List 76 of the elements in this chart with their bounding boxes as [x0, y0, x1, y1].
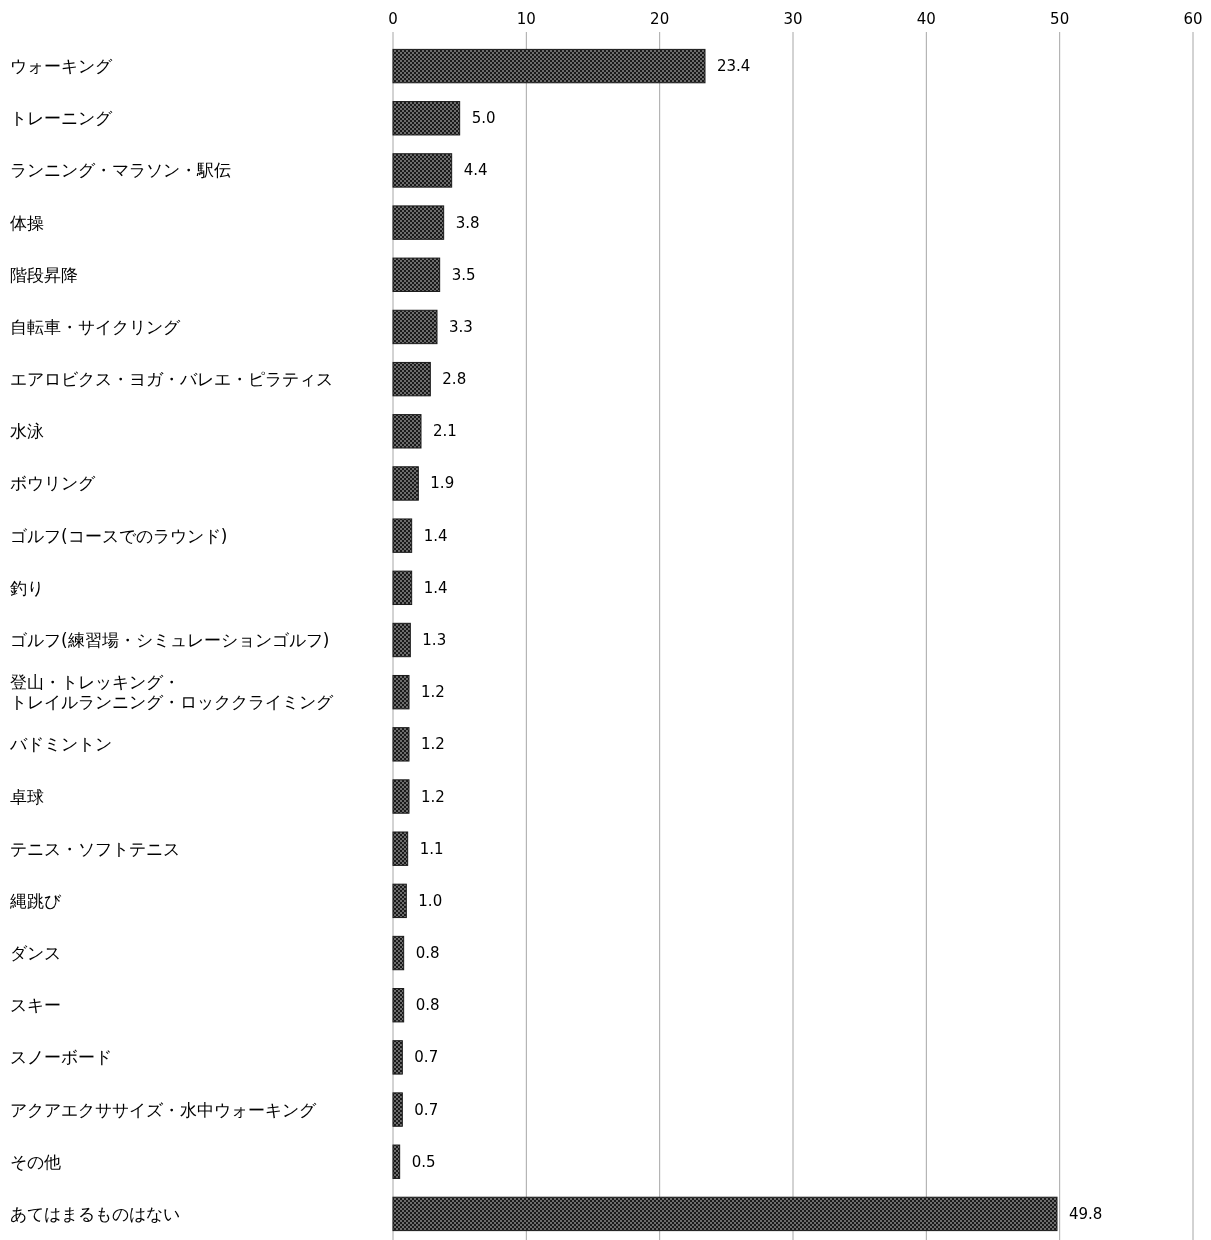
x-tick-label: 50: [1050, 10, 1070, 28]
bar: [392, 988, 405, 1023]
bar: [392, 1092, 403, 1127]
data-label: 3.5: [451, 265, 476, 284]
y-tick-label: ボウリング: [10, 473, 96, 494]
bar: [392, 935, 405, 971]
y-tick-label: ゴルフ(練習場・シミュレーションゴルフ): [10, 630, 330, 650]
bar: [392, 361, 431, 397]
data-label: 3.8: [455, 213, 480, 232]
data-label: 5.0: [471, 109, 496, 128]
data-label: 0.8: [415, 996, 440, 1015]
bar: [392, 48, 706, 84]
y-tick-label: ランニング・マラソン・駅伝: [10, 160, 231, 181]
bar: [392, 1040, 403, 1075]
y-tick-label: その他: [10, 1151, 61, 1172]
x-tick-label: 60: [1183, 10, 1203, 28]
y-tick-label: ダンス: [10, 943, 61, 964]
data-label: 0.5: [411, 1152, 436, 1171]
bar: [392, 883, 407, 919]
x-tick-label: 40: [916, 10, 936, 28]
bar: [392, 101, 461, 136]
bar: [392, 727, 410, 762]
data-label: 3.3: [449, 317, 473, 336]
bar: [392, 414, 422, 449]
bar: [392, 518, 413, 553]
y-tick-label: バドミントン: [9, 734, 112, 755]
x-tick-label: 0: [388, 10, 398, 28]
bar: [392, 309, 438, 345]
data-label: 0.8: [415, 944, 440, 963]
data-label: 1.2: [421, 683, 445, 702]
data-label: 0.7: [414, 1100, 439, 1119]
y-tick-label: 自転車・サイクリング: [10, 316, 181, 337]
y-tick-label: あてはまるものはない: [10, 1203, 180, 1224]
y-tick-label: 登山・トレッキング・トレイルランニング・ロッククライミング: [10, 672, 334, 713]
data-label: 1.3: [422, 631, 447, 649]
y-tick-label: ウォーキング: [10, 56, 113, 77]
data-label: 1.2: [421, 735, 445, 754]
data-label: 1.2: [421, 787, 445, 806]
bar: [392, 153, 453, 188]
data-label: 1.0: [418, 891, 443, 910]
y-tick-label: スキー: [10, 995, 61, 1016]
data-label: 49.8: [1069, 1204, 1103, 1223]
y-tick-label: トレーニング: [10, 108, 113, 129]
bar: [392, 257, 441, 292]
bar: [392, 674, 410, 710]
y-tick-label: スノーボード: [10, 1047, 112, 1068]
bar: [392, 831, 409, 866]
bar: [392, 466, 419, 501]
data-label: 1.9: [430, 474, 455, 493]
data-label: 0.7: [414, 1048, 439, 1067]
y-tick-label: テニス・ソフトテニス: [10, 838, 180, 859]
bar: [392, 570, 413, 606]
data-label: 4.4: [463, 161, 488, 180]
y-tick-label: エアロビクス・ヨガ・バレエ・ピラティス: [10, 369, 333, 390]
y-tick-label: 体操: [10, 212, 44, 233]
y-tick-label: アクアエクササイズ・水中ウォーキング: [10, 1099, 317, 1120]
y-tick-label: 階段昇降: [10, 264, 78, 285]
y-tick-label: 縄跳び: [9, 890, 62, 911]
bar: [392, 622, 411, 658]
y-tick-label: ゴルフ(コースでのラウンド): [10, 525, 228, 546]
bar: [392, 1196, 1058, 1232]
x-tick-label: 10: [516, 10, 536, 28]
x-tick-label: 30: [783, 10, 803, 28]
y-tick-label: 卓球: [10, 786, 44, 807]
data-label: 2.8: [442, 370, 467, 389]
data-label: 2.1: [433, 422, 457, 441]
y-tick-label: 釣り: [10, 577, 44, 598]
x-tick-label: 20: [650, 10, 670, 28]
data-label: 1.1: [419, 839, 444, 858]
y-tick-label: 水泳: [10, 421, 44, 442]
data-label: 23.4: [717, 57, 751, 76]
bar: [392, 205, 445, 240]
bar: [392, 779, 410, 814]
bar: [392, 1144, 401, 1179]
data-label: 1.4: [423, 578, 448, 597]
data-label: 1.4: [423, 526, 448, 545]
